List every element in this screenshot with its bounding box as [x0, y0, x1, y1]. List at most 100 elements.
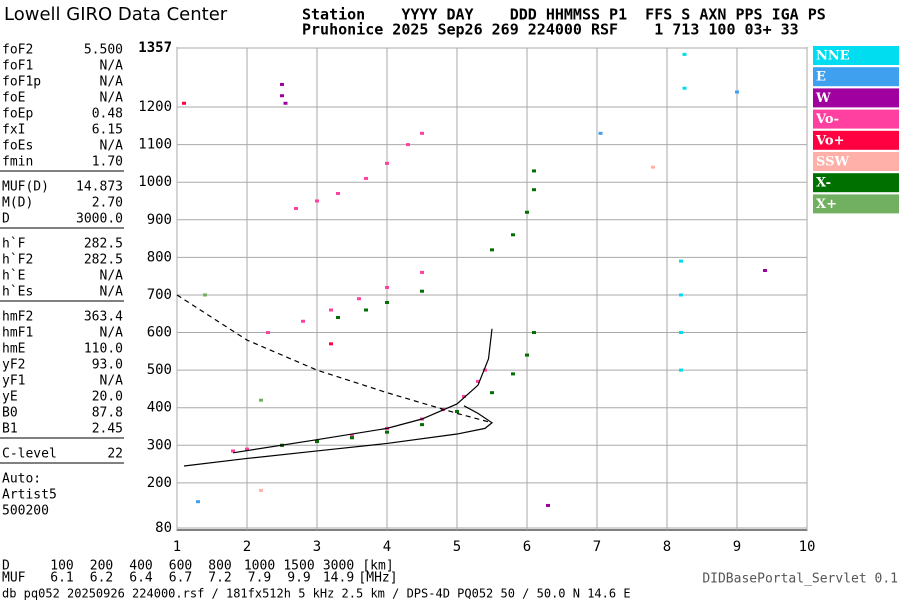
echo-point	[350, 436, 354, 440]
echo-point	[682, 86, 687, 90]
param-value: N/A	[100, 269, 124, 284]
param-value: 22	[107, 447, 123, 462]
param-value: 14.873	[76, 180, 123, 195]
table-cell: [km]	[362, 559, 393, 574]
echo-point	[598, 131, 603, 135]
table-cell: 14.9	[323, 571, 354, 586]
echo-point	[763, 269, 767, 273]
param-label: C-level	[2, 447, 57, 462]
echo-point	[679, 368, 683, 372]
echo-point	[483, 368, 487, 372]
echo-point	[420, 131, 424, 135]
x-tick-label: 5	[453, 539, 461, 555]
echo-point	[420, 289, 424, 293]
echo-point	[350, 434, 354, 438]
servlet: DIDBasePortal_Servlet 0.1	[702, 572, 898, 587]
param-value: N/A	[100, 139, 124, 154]
y-tick-label: 800	[147, 249, 172, 265]
param-value: 5.500	[84, 43, 123, 58]
legend-label: Vo-	[815, 112, 839, 127]
param-label: B0	[2, 406, 18, 421]
param-label: hmE	[2, 342, 25, 357]
echo-point	[182, 101, 186, 105]
echo-point	[532, 331, 536, 335]
legend-swatch	[813, 152, 899, 171]
x-tick-label: 10	[799, 539, 816, 555]
echo-point	[315, 440, 319, 444]
legend-label: E	[816, 70, 826, 85]
echo-point	[385, 161, 389, 165]
param-label: foEp	[2, 107, 33, 122]
echo-point	[735, 90, 739, 94]
table-cell: 100	[50, 559, 73, 574]
table-cell: [MHz]	[358, 571, 397, 586]
logo: Lowell GIRO Data Center	[4, 4, 228, 25]
echo-point	[336, 316, 340, 320]
table-cell: 6.1	[50, 571, 73, 586]
echo-point	[329, 342, 333, 346]
param-value: 282.5	[84, 253, 123, 268]
echo-point	[525, 210, 529, 214]
param-value: 1.70	[92, 155, 123, 170]
param-label: hmF1	[2, 326, 33, 341]
x-tick-label: 6	[523, 539, 531, 555]
param-value: 282.5	[84, 237, 123, 252]
param-label: foE	[2, 91, 25, 106]
table-cell: 400	[129, 559, 152, 574]
param-label: yF1	[2, 374, 25, 389]
header-line: Station YYYY DAY DDD HHMMSS P1 FFS S AXN…	[302, 6, 826, 24]
legend-label: X+	[816, 197, 837, 212]
plot-frame	[176, 47, 808, 531]
echo-point	[462, 394, 466, 398]
profile-line	[232, 328, 493, 454]
param-value: N/A	[100, 91, 124, 106]
echo-point	[490, 391, 494, 395]
table-cell: 600	[169, 559, 192, 574]
legend-swatch	[813, 46, 899, 65]
auto-text: 500200	[2, 504, 49, 519]
x-tick-label: 1	[173, 539, 181, 555]
param-value: 20.0	[92, 390, 123, 405]
table-cell: 1000	[244, 559, 275, 574]
profile-line	[176, 294, 493, 424]
y-tick-label: 300	[147, 437, 172, 453]
legend-swatch	[813, 194, 899, 214]
y-tick-label: 1100	[138, 137, 172, 153]
param-label: foEs	[2, 139, 33, 154]
header-line: Pruhonice 2025 Sep26 269 224000 RSF 1 71…	[302, 21, 799, 39]
param-value: 93.0	[92, 358, 123, 373]
echo-point	[336, 191, 340, 195]
param-value: 3000.0	[76, 212, 123, 227]
echo-point	[196, 500, 200, 504]
echo-point	[364, 176, 368, 180]
y-tick-label: 400	[147, 400, 172, 416]
legend-swatch	[813, 173, 899, 193]
table-cell: 6.2	[90, 571, 113, 586]
echo-point	[682, 52, 687, 56]
param-value: N/A	[100, 75, 124, 90]
y-tick-label: 700	[147, 287, 172, 303]
echo-point	[259, 488, 263, 492]
param-label: fxI	[2, 123, 25, 138]
y-tick-label: 1357	[138, 40, 172, 56]
legend-swatch	[813, 88, 899, 108]
table-cell: 7.9	[248, 571, 271, 586]
param-label: h`F2	[2, 253, 33, 268]
param-label: yE	[2, 390, 18, 405]
auto-text: Artist5	[2, 488, 57, 503]
param-value: N/A	[100, 326, 124, 341]
param-label: B1	[2, 422, 18, 437]
legend-label: SSW	[816, 155, 849, 170]
echo-point	[455, 409, 459, 413]
param-value: 87.8	[92, 406, 123, 421]
param-value: 6.15	[92, 123, 123, 138]
y-tick-label: 1000	[138, 174, 172, 190]
echo-point	[231, 449, 235, 453]
echo-point	[476, 379, 480, 383]
x-tick-label: 7	[593, 539, 601, 555]
x-tick-label: 2	[243, 539, 251, 555]
y-tick-label: 200	[147, 475, 172, 491]
table-cell: 9.9	[287, 571, 310, 586]
echo-point	[511, 372, 515, 376]
echo-point	[385, 285, 389, 289]
